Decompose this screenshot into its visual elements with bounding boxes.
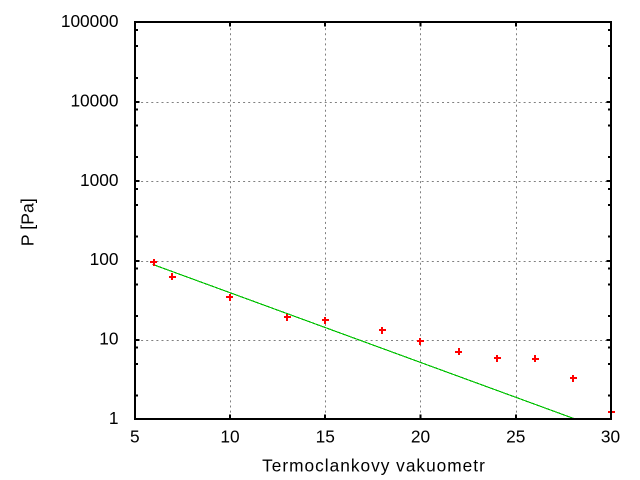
svg-text:10: 10 [99,329,118,349]
svg-text:100000: 100000 [61,11,119,31]
svg-text:1: 1 [109,408,119,428]
svg-text:P [Pa]: P [Pa] [18,198,38,246]
svg-text:10000: 10000 [70,90,118,110]
svg-text:Termoclankovy vakuometr: Termoclankovy vakuometr [262,455,486,475]
svg-text:1000: 1000 [80,170,118,190]
svg-text:25: 25 [506,426,525,446]
svg-text:5: 5 [130,426,140,446]
svg-text:30: 30 [601,426,620,446]
svg-text:100: 100 [90,249,119,269]
svg-text:20: 20 [411,426,430,446]
svg-text:10: 10 [220,426,239,446]
svg-text:15: 15 [316,426,335,446]
